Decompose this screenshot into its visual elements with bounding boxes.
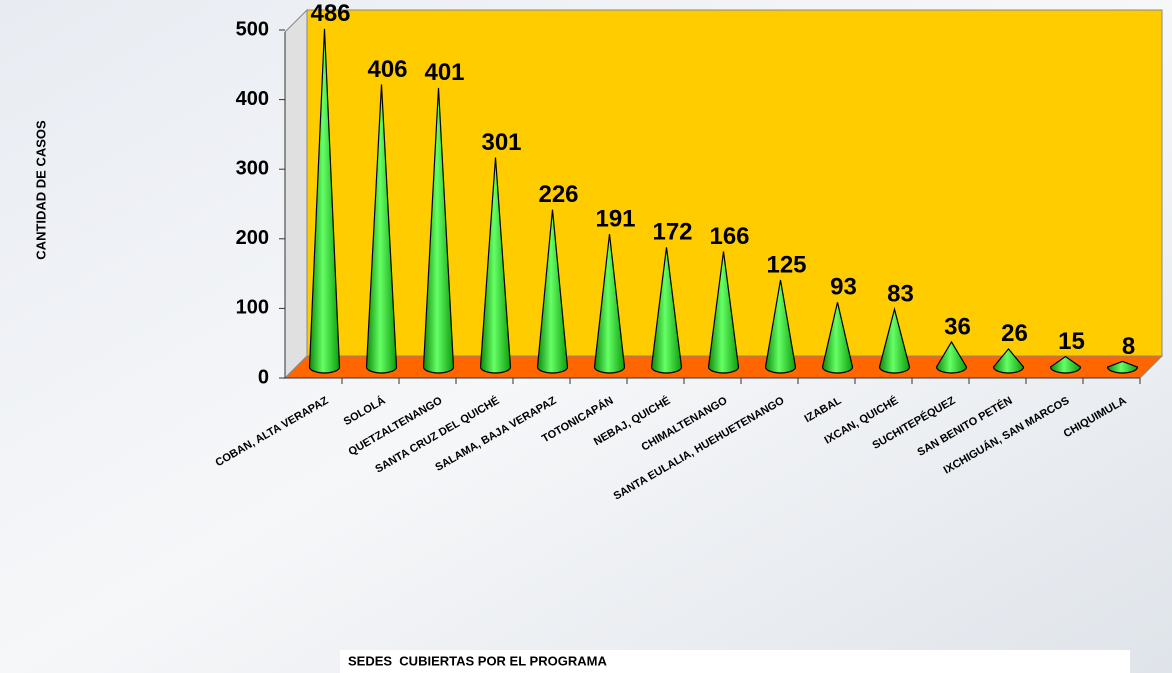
value-label: 93 (830, 274, 857, 301)
x-label-box (340, 650, 1130, 673)
value-label: 125 (766, 251, 806, 278)
value-label: 401 (424, 59, 464, 86)
value-label: 36 (944, 313, 971, 340)
y-tick-label: 0 (258, 366, 269, 388)
value-label: 191 (595, 205, 635, 232)
cone (821, 302, 854, 374)
cone (422, 87, 455, 374)
cone (650, 247, 683, 374)
cone (878, 306, 911, 374)
cone (365, 84, 398, 374)
x-axis-label: SEDES CUBIERTAS POR EL PROGRAMA (348, 653, 607, 668)
value-label: 226 (538, 181, 578, 208)
value-label: 8 (1122, 333, 1135, 360)
cone (593, 233, 626, 374)
y-tick-label: 500 (236, 18, 269, 40)
value-label: 172 (652, 219, 692, 246)
value-label: 166 (709, 223, 749, 250)
value-label: 406 (367, 56, 407, 83)
cone (308, 28, 341, 374)
y-tick-label: 300 (236, 157, 269, 179)
value-label: 486 (310, 0, 350, 27)
cone (935, 340, 968, 374)
cone (1049, 355, 1082, 374)
y-tick-label: 100 (236, 297, 269, 319)
cone (536, 209, 569, 374)
value-label: 83 (887, 281, 914, 308)
y-axis-label: CANTIDAD DE CASOS (33, 120, 48, 260)
cone (1106, 360, 1139, 374)
cone (707, 251, 740, 374)
cone (764, 279, 797, 374)
value-label: 301 (481, 129, 521, 156)
cone (479, 157, 512, 374)
y-tick-label: 400 (236, 88, 269, 110)
cone (992, 347, 1025, 374)
value-label: 26 (1001, 320, 1028, 347)
y-tick-label: 200 (236, 227, 269, 249)
back-wall (284, 8, 308, 380)
value-label: 15 (1058, 328, 1085, 355)
